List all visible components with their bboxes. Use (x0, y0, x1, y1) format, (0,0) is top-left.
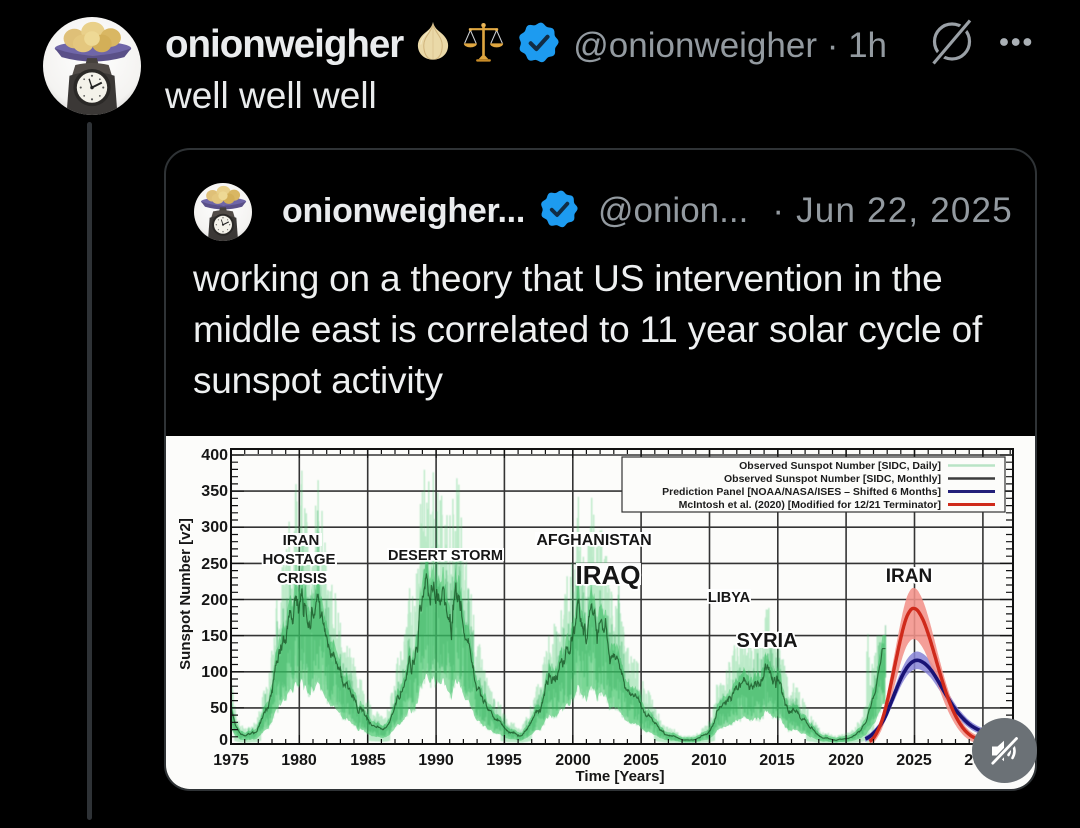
svg-text:Prediction Panel [NOAA/NASA/IS: Prediction Panel [NOAA/NASA/ISES – Shift… (662, 486, 941, 498)
svg-text:350: 350 (201, 483, 228, 500)
svg-text:LIBYA: LIBYA (708, 590, 751, 606)
svg-text:100: 100 (201, 664, 228, 681)
svg-text:Observed Sunspot Number [SIDC,: Observed Sunspot Number [SIDC, Monthly] (724, 473, 941, 485)
svg-text:2005: 2005 (623, 752, 659, 769)
svg-text:1980: 1980 (281, 752, 317, 769)
svg-text:Time [Years]: Time [Years] (576, 768, 665, 785)
svg-text:1995: 1995 (486, 752, 522, 769)
svg-text:SYRIA: SYRIA (736, 630, 797, 652)
svg-text:AFGHANISTAN: AFGHANISTAN (536, 532, 651, 549)
svg-text:Observed Sunspot Number [SIDC,: Observed Sunspot Number [SIDC, Daily] (739, 460, 941, 472)
svg-text:IRAQ: IRAQ (576, 560, 641, 590)
svg-text:Sunspot Number [v2]: Sunspot Number [v2] (177, 518, 194, 670)
svg-text:300: 300 (201, 519, 228, 536)
svg-text:150: 150 (201, 628, 228, 645)
svg-text:2020: 2020 (828, 752, 864, 769)
svg-text:IRAN: IRAN (283, 532, 320, 549)
svg-text:IRAN: IRAN (886, 566, 932, 587)
svg-text:50: 50 (210, 700, 228, 717)
svg-text:HOSTAGE: HOSTAGE (262, 551, 335, 568)
svg-text:2000: 2000 (555, 752, 591, 769)
svg-text:250: 250 (201, 556, 228, 573)
svg-text:1975: 1975 (213, 752, 249, 769)
svg-text:1985: 1985 (350, 752, 386, 769)
svg-text:2015: 2015 (759, 752, 795, 769)
svg-text:McIntosh et al. (2020) [Modifi: McIntosh et al. (2020) [Modified for 12/… (679, 499, 941, 511)
svg-text:CRISIS: CRISIS (277, 570, 327, 587)
svg-text:400: 400 (201, 447, 228, 464)
svg-text:0: 0 (219, 732, 228, 749)
svg-text:1990: 1990 (418, 752, 454, 769)
svg-text:2010: 2010 (691, 752, 727, 769)
svg-text:200: 200 (201, 592, 228, 609)
svg-text:2025: 2025 (896, 752, 932, 769)
svg-text:DESERT STORM: DESERT STORM (388, 548, 503, 564)
